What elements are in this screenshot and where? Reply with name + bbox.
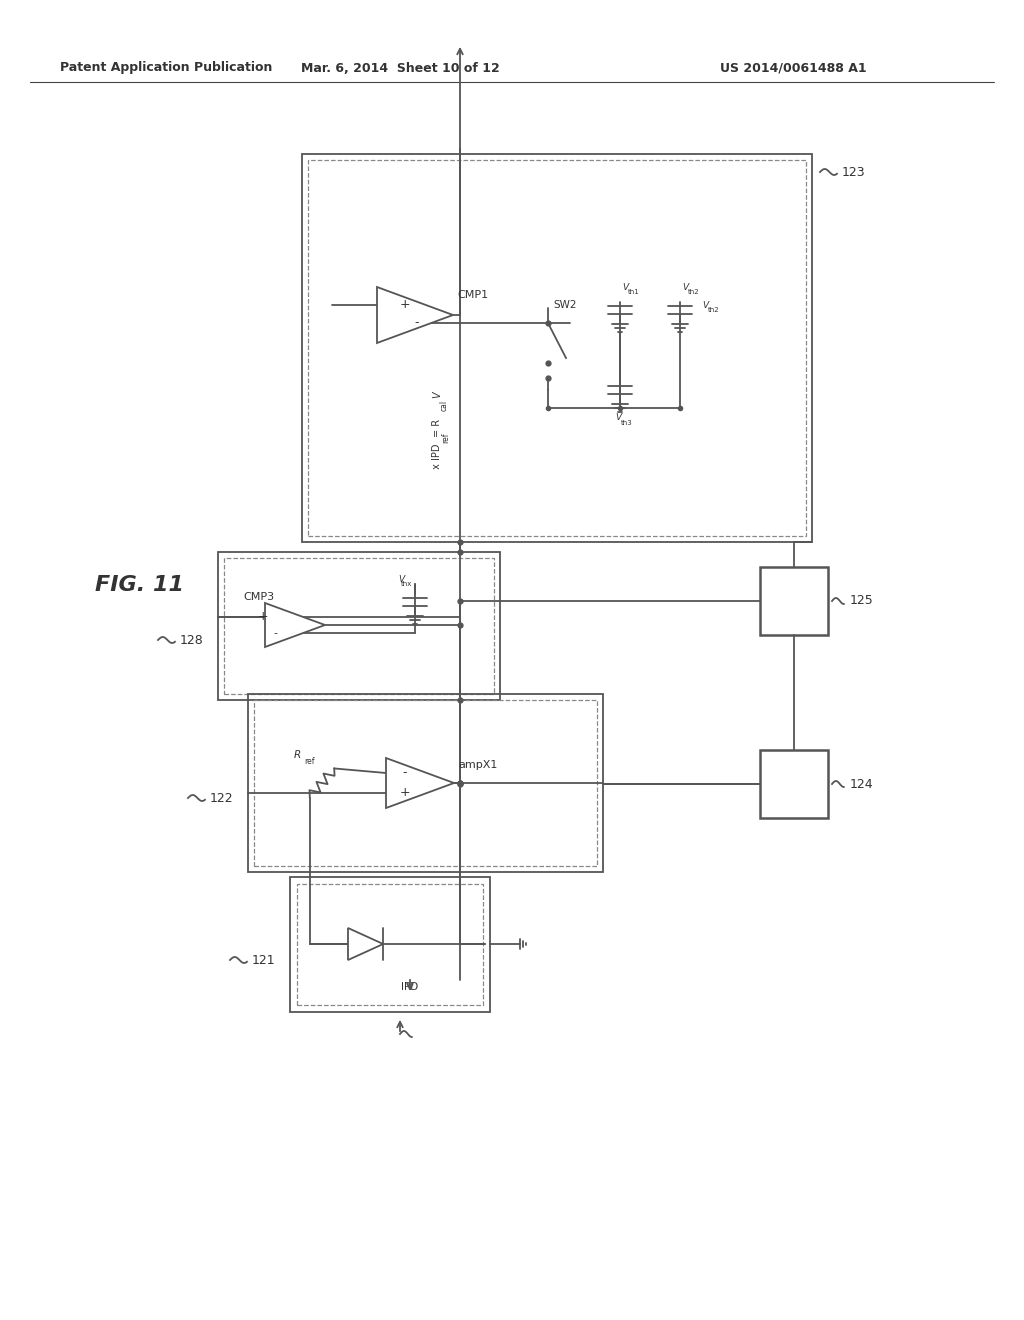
Text: Patent Application Publication: Patent Application Publication xyxy=(60,62,272,74)
Bar xyxy=(224,558,494,694)
Text: CMP1: CMP1 xyxy=(457,290,488,300)
Text: 123: 123 xyxy=(842,165,865,178)
Text: -: - xyxy=(402,767,408,780)
Text: R: R xyxy=(294,750,301,760)
Text: IPD: IPD xyxy=(401,982,419,993)
Text: 125: 125 xyxy=(850,594,873,607)
Text: 124: 124 xyxy=(850,777,873,791)
Bar xyxy=(254,700,597,866)
Text: V: V xyxy=(702,301,709,309)
Text: V: V xyxy=(682,284,688,293)
Text: th2: th2 xyxy=(688,289,699,294)
Text: +: + xyxy=(258,610,268,623)
Text: -: - xyxy=(415,317,419,330)
Text: Mar. 6, 2014  Sheet 10 of 12: Mar. 6, 2014 Sheet 10 of 12 xyxy=(301,62,500,74)
Text: 128: 128 xyxy=(180,634,204,647)
Text: 121: 121 xyxy=(252,953,275,966)
Text: th1: th1 xyxy=(628,289,640,294)
Text: V: V xyxy=(432,392,442,399)
Text: V: V xyxy=(615,413,622,422)
Polygon shape xyxy=(377,286,453,343)
Bar xyxy=(308,160,806,536)
Text: thx: thx xyxy=(401,581,413,587)
Text: -: - xyxy=(273,628,278,638)
Text: V: V xyxy=(398,576,404,585)
Polygon shape xyxy=(386,758,454,808)
Bar xyxy=(297,884,483,1005)
Bar xyxy=(248,694,603,873)
Text: = R: = R xyxy=(432,418,442,437)
Text: th2: th2 xyxy=(708,308,720,313)
Bar xyxy=(290,876,490,1012)
Text: th3: th3 xyxy=(621,420,633,426)
Polygon shape xyxy=(348,928,383,960)
Text: x IPD: x IPD xyxy=(432,444,442,473)
Text: FIG. 11: FIG. 11 xyxy=(95,576,184,595)
Bar xyxy=(760,568,828,635)
Text: SW2: SW2 xyxy=(553,300,577,310)
Text: V: V xyxy=(622,284,628,293)
Text: +: + xyxy=(399,787,411,800)
Text: ref: ref xyxy=(304,756,314,766)
Bar xyxy=(760,750,828,818)
Text: US 2014/0061488 A1: US 2014/0061488 A1 xyxy=(720,62,866,74)
Text: cal: cal xyxy=(440,400,449,411)
Bar xyxy=(302,154,812,543)
Text: +: + xyxy=(399,298,411,312)
Polygon shape xyxy=(265,603,325,647)
Text: ampX1: ampX1 xyxy=(458,760,498,770)
Text: 122: 122 xyxy=(210,792,233,804)
Bar xyxy=(218,552,500,700)
Text: CMP3: CMP3 xyxy=(243,591,274,602)
Text: ref: ref xyxy=(441,433,450,444)
